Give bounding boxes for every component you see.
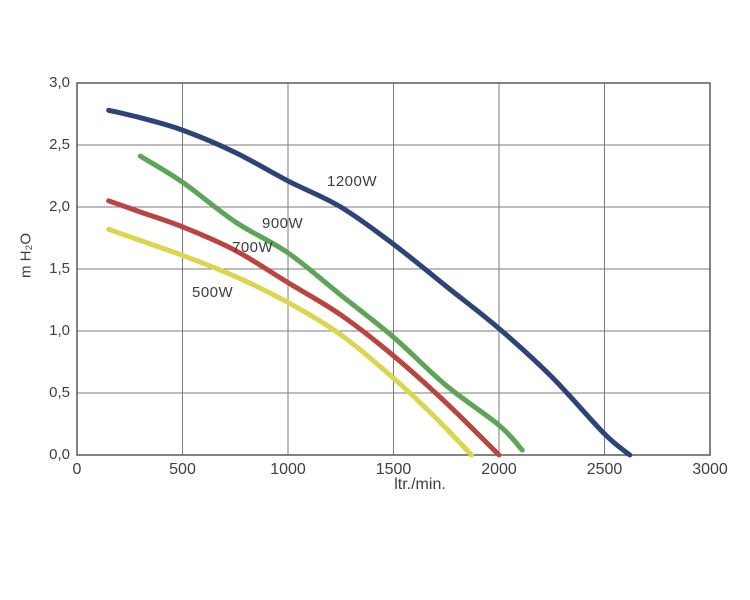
plot-frame [76, 82, 711, 456]
x-tick-label: 500 [169, 461, 196, 478]
x-tick-label: 1500 [375, 461, 412, 478]
x-tick-label: 3000 [692, 461, 728, 478]
curve-500w [106, 226, 475, 458]
curve-label-1200w: 1200W [327, 173, 378, 190]
y-tick-label: 0,5 [49, 384, 70, 401]
x-tick-label: 0 [72, 461, 82, 478]
curve-1200w [106, 107, 633, 458]
y-tick-label: 2,0 [49, 198, 70, 215]
curve-label-700w: 700W [232, 239, 274, 256]
curve-700w [106, 198, 502, 458]
y-tick-label: 1,5 [49, 260, 70, 277]
y-axis-title: m H₂O [17, 233, 35, 278]
y-tick-label: 0,0 [49, 446, 70, 463]
curve-label-500w: 500W [192, 284, 234, 301]
curve-label-900w: 900W [262, 215, 304, 232]
y-tick-label: 1,0 [49, 322, 70, 339]
y-tick-label: 3,0 [49, 74, 70, 91]
x-tick-label: 2500 [586, 461, 623, 478]
x-tick-label: 2000 [481, 461, 517, 478]
y-tick-label: 2,5 [49, 136, 70, 153]
curve-900w [137, 153, 525, 453]
x-tick-label: 1000 [270, 461, 306, 478]
x-axis-title: ltr./min. [394, 476, 446, 493]
